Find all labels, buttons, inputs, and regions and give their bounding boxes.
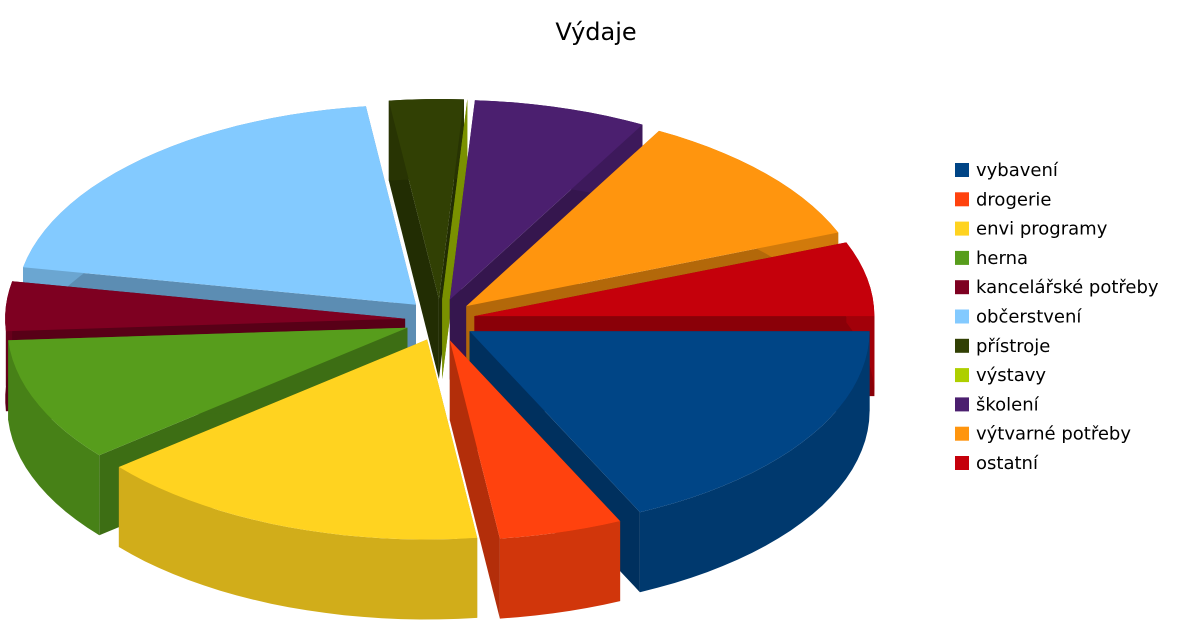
slice <box>8 327 408 456</box>
slice <box>388 99 464 299</box>
legend-swatch <box>955 250 969 265</box>
legend-swatch <box>955 338 969 353</box>
legend-swatch <box>955 456 969 470</box>
legend-label: kancelářské potřeby <box>976 277 1159 298</box>
legend-swatch <box>955 309 969 324</box>
legend-label: herna <box>976 248 1028 269</box>
slice-side <box>639 331 870 593</box>
legend-label: školení <box>976 394 1040 415</box>
slice <box>449 100 643 300</box>
slice <box>466 130 839 307</box>
legend-label: občerstvení <box>976 307 1082 328</box>
slice-wall <box>449 340 500 619</box>
legend-swatch <box>955 368 969 383</box>
chart-title: Výdaje <box>555 18 636 46</box>
legend-label: výstavy <box>976 365 1046 386</box>
legend-swatch <box>955 426 969 441</box>
legend-label: výtvarné potřeby <box>976 424 1131 445</box>
legend-swatch <box>955 280 969 295</box>
slice-side <box>8 340 100 536</box>
slice <box>23 106 416 305</box>
slice <box>449 340 621 539</box>
slice <box>5 281 406 332</box>
slice <box>442 99 468 300</box>
slice-side <box>118 467 478 620</box>
legend-label: drogerie <box>976 189 1051 210</box>
slice <box>474 242 875 317</box>
legend-swatch <box>955 221 969 236</box>
slice <box>118 339 478 540</box>
legend-swatch <box>955 163 969 177</box>
legend-label: přístroje <box>976 336 1050 357</box>
legend-swatch <box>955 397 969 412</box>
legend-label: ostatní <box>976 453 1039 474</box>
slice <box>469 331 870 513</box>
legend-swatch <box>955 192 969 207</box>
slice-wall <box>442 99 468 380</box>
legend-label: vybavení <box>976 160 1059 181</box>
slice-side <box>499 521 621 619</box>
legend-label: envi programy <box>976 219 1108 240</box>
